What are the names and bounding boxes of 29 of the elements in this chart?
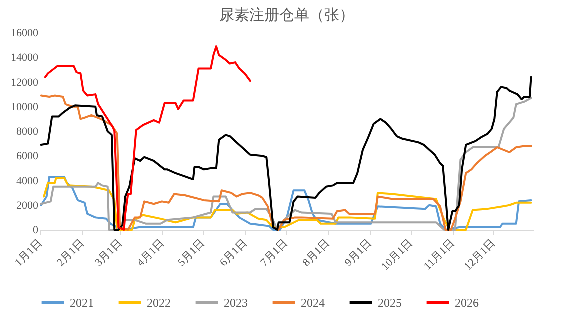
y-tick-label: 10000 (11, 101, 39, 114)
x-tick-label: 5月1日 (176, 237, 208, 270)
legend-label: 2026 (455, 296, 479, 310)
y-tick-label: 14000 (11, 52, 39, 64)
x-tick-label: 10月1日 (380, 237, 416, 273)
legend-label: 2024 (301, 296, 325, 310)
y-tick-label: 8000 (16, 126, 39, 138)
x-tick-label: 12月1日 (462, 237, 498, 273)
y-tick-label: 0 (33, 224, 39, 236)
x-tick-label: 9月1日 (342, 237, 375, 270)
legend-label: 2021 (70, 296, 94, 310)
x-tick-label: 1月1日 (12, 237, 45, 270)
x-tick-label: 3月1日 (92, 237, 125, 270)
x-tick-label: 11月1日 (422, 237, 458, 273)
chart-title: 尿素注册仓单（张） (220, 7, 354, 24)
y-tick-label: 16000 (11, 28, 39, 40)
x-tick-label: 6月1日 (218, 237, 250, 270)
x-tick-label: 4月1日 (135, 237, 167, 270)
y-tick-label: 4000 (16, 175, 39, 188)
y-tick-label: 12000 (11, 76, 39, 89)
line-series (44, 46, 252, 231)
legend-label: 2025 (378, 296, 402, 310)
x-tick-label: 2月1日 (54, 237, 87, 270)
y-tick-label: 2000 (16, 200, 39, 212)
x-tick-label: 8月1日 (300, 237, 332, 270)
legend-label: 2023 (224, 296, 248, 310)
legend-label: 2022 (147, 296, 171, 310)
x-tick-label: 7月1日 (258, 237, 290, 270)
y-tick-label: 6000 (16, 150, 39, 163)
